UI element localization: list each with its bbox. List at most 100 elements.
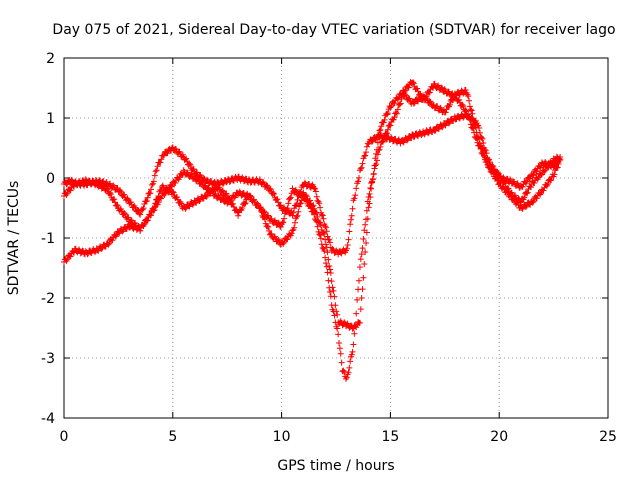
data-point bbox=[322, 223, 329, 230]
data-point bbox=[391, 100, 398, 107]
x-tick-labels: 0 5 10 15 20 25 bbox=[60, 429, 617, 445]
data-point bbox=[286, 195, 293, 202]
data-point bbox=[298, 197, 305, 204]
data-point bbox=[187, 161, 194, 168]
data-point bbox=[132, 204, 139, 211]
data-point bbox=[460, 90, 467, 97]
data-point bbox=[186, 160, 193, 167]
data-point bbox=[318, 211, 325, 218]
data-point bbox=[350, 341, 357, 348]
data-point bbox=[314, 213, 321, 220]
data-point bbox=[431, 80, 438, 87]
data-point bbox=[287, 194, 294, 201]
data-point bbox=[360, 235, 367, 242]
data-point bbox=[524, 189, 531, 196]
data-point bbox=[294, 212, 301, 219]
data-point bbox=[365, 204, 372, 211]
data-point bbox=[346, 364, 353, 371]
data-point bbox=[470, 125, 477, 132]
data-point bbox=[280, 219, 287, 226]
y-tick-label: -3 bbox=[41, 351, 55, 367]
data-point bbox=[438, 84, 445, 91]
data-point bbox=[150, 178, 157, 185]
data-point bbox=[362, 249, 369, 256]
data-point bbox=[313, 210, 320, 217]
data-point bbox=[367, 185, 374, 192]
data-point bbox=[151, 172, 158, 179]
data-point bbox=[336, 339, 343, 346]
data-point bbox=[316, 200, 323, 207]
data-point bbox=[375, 131, 382, 138]
data-points bbox=[61, 79, 564, 382]
data-point bbox=[111, 196, 118, 203]
data-point bbox=[368, 138, 375, 145]
data-point bbox=[144, 194, 151, 201]
data-point bbox=[104, 186, 111, 193]
data-point bbox=[137, 227, 144, 234]
data-point bbox=[291, 224, 298, 231]
data-point bbox=[533, 195, 540, 202]
data-point bbox=[523, 178, 530, 185]
data-point bbox=[322, 260, 329, 267]
data-point bbox=[361, 260, 368, 267]
data-point bbox=[329, 284, 336, 291]
data-point bbox=[505, 185, 512, 192]
data-point bbox=[63, 181, 70, 188]
data-point bbox=[346, 228, 353, 235]
data-point bbox=[336, 345, 343, 352]
data-point bbox=[317, 204, 324, 211]
data-point bbox=[289, 212, 296, 219]
data-point bbox=[312, 185, 319, 192]
data-point bbox=[284, 205, 291, 212]
data-point bbox=[391, 114, 398, 121]
data-point bbox=[246, 192, 253, 199]
data-point bbox=[266, 185, 273, 192]
data-point bbox=[184, 158, 191, 165]
data-point bbox=[544, 181, 551, 188]
data-point bbox=[324, 249, 331, 256]
data-point bbox=[107, 189, 114, 196]
data-point bbox=[372, 155, 379, 162]
data-point bbox=[276, 237, 283, 244]
data-point bbox=[357, 256, 364, 263]
data-point bbox=[418, 93, 425, 100]
data-point bbox=[276, 220, 283, 227]
data-point bbox=[178, 200, 185, 207]
data-point bbox=[103, 185, 110, 192]
data-point bbox=[459, 101, 466, 108]
y-tick-label: 2 bbox=[46, 51, 55, 67]
data-point bbox=[120, 227, 127, 234]
data-point bbox=[220, 188, 227, 195]
data-point bbox=[123, 225, 130, 232]
y-tick-labels: -4 -3 -2 -1 0 1 2 bbox=[41, 51, 55, 427]
data-point bbox=[263, 182, 270, 189]
data-point bbox=[319, 212, 326, 219]
data-point bbox=[109, 237, 116, 244]
data-point bbox=[476, 142, 483, 149]
data-point bbox=[317, 219, 324, 226]
data-point bbox=[261, 208, 268, 215]
data-point bbox=[480, 139, 487, 146]
data-point bbox=[481, 152, 488, 159]
data-point bbox=[460, 114, 467, 121]
data-point bbox=[270, 189, 277, 196]
data-point bbox=[376, 127, 383, 134]
data-point bbox=[256, 176, 263, 183]
data-point bbox=[371, 162, 378, 169]
data-point bbox=[158, 195, 165, 202]
data-point bbox=[349, 205, 356, 212]
data-point bbox=[93, 179, 100, 186]
data-point bbox=[476, 136, 483, 143]
data-point bbox=[497, 172, 504, 179]
data-point bbox=[267, 186, 274, 193]
data-point bbox=[468, 107, 475, 114]
data-point bbox=[297, 200, 304, 207]
data-point bbox=[368, 179, 375, 186]
data-point bbox=[226, 195, 233, 202]
data-point bbox=[275, 236, 282, 243]
data-point bbox=[381, 116, 388, 123]
data-point bbox=[548, 177, 555, 184]
data-point bbox=[446, 101, 453, 108]
data-point bbox=[487, 163, 494, 170]
data-point bbox=[414, 85, 421, 92]
